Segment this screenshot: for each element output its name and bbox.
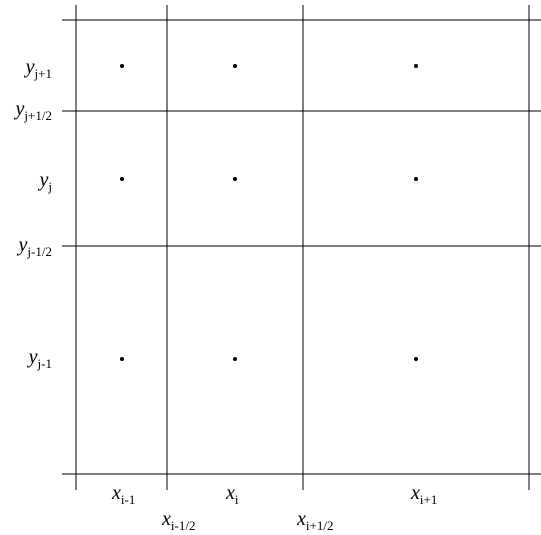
label-y-j: yj — [37, 169, 52, 194]
cell-center-point-i-plus-1-j-minus-1 — [414, 357, 418, 361]
cell-center-point-i-plus-1-j-plus-1 — [414, 64, 418, 68]
label-y-j-plus-1: yj+1 — [24, 56, 52, 81]
grid-labels: yj+1 yj+1/2 yj yj-1/2 yj-1 xi-1 xi xi+1 … — [14, 56, 438, 533]
cell-center-point-i-minus-1-j-minus-1 — [120, 357, 124, 361]
cell-center-point-i-plus-1-j — [414, 177, 418, 181]
label-y-j-plus-half: yj+1/2 — [14, 98, 52, 123]
cell-center-points — [120, 64, 418, 361]
cell-center-point-i-minus-1-j-plus-1 — [120, 64, 124, 68]
label-x-i-plus-1: xi+1 — [410, 482, 437, 507]
label-y-j-minus-half: yj-1/2 — [17, 234, 52, 259]
cell-center-point-i-j-plus-1 — [233, 64, 237, 68]
cell-center-point-i-j-minus-1 — [233, 357, 237, 361]
label-x-i-minus-half: xi-1/2 — [161, 508, 195, 533]
label-x-i-plus-half: xi+1/2 — [296, 508, 333, 533]
label-x-i-minus-1: xi-1 — [111, 482, 135, 507]
label-y-j-minus-1: yj-1 — [27, 346, 52, 371]
cell-center-point-i-minus-1-j — [120, 177, 124, 181]
label-x-i: xi — [225, 482, 239, 507]
cell-center-point-i-j — [233, 177, 237, 181]
